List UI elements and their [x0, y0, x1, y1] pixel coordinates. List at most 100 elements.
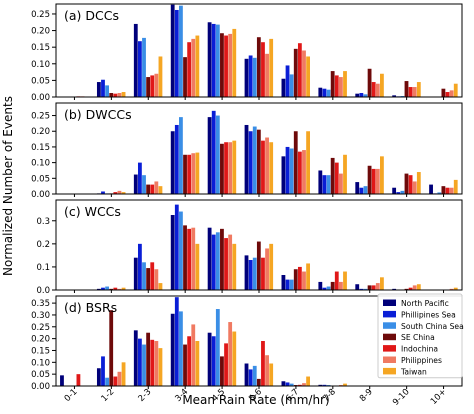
bar-5-6-north-pacific	[244, 124, 249, 194]
bar-8-9-philippines	[375, 83, 380, 97]
y-tick-label: 0.20	[31, 335, 50, 345]
bar-8-9-se-china	[367, 68, 372, 97]
bar-2-3-taiwan	[158, 348, 163, 386]
y-tick-label: 0.05	[31, 370, 50, 380]
y-tick-label: 0.20	[31, 27, 50, 37]
bar-1-2-north-pacific	[96, 368, 101, 386]
panel-title: (b) DWCCs	[64, 107, 132, 122]
bar-7-8-se-china	[330, 71, 335, 97]
bar-3-4-indochina	[187, 42, 192, 97]
bar-5-6-taiwan	[269, 142, 274, 194]
bar-2-3-taiwan	[158, 283, 163, 290]
bar-2-3-se-china	[146, 332, 151, 386]
bar-6-7-philippines	[302, 50, 306, 97]
bar-7-8-se-china	[330, 281, 335, 290]
bar-9-10-indochina	[408, 87, 413, 97]
x-tick-label: 2-3	[136, 387, 153, 404]
bar-5-6-philippines	[265, 137, 269, 194]
bar-4-5-south-china-sea	[215, 115, 220, 194]
bar-8-9-philippines	[375, 283, 380, 290]
bar-6-7-se-china	[293, 131, 298, 194]
bar-9-10-philippines	[412, 285, 417, 290]
y-tick-label: 0.20	[31, 127, 50, 137]
y-tick-label: 0.00	[31, 382, 50, 392]
bar-6-7-philippines	[302, 383, 306, 386]
legend-swatch	[383, 345, 396, 352]
bar-1-2-philippines	[117, 93, 122, 97]
bar-10+-north-pacific	[429, 184, 433, 194]
bar-4-5-phillipines-sea	[211, 336, 216, 386]
bar-2-3-south-china-sea	[142, 37, 146, 97]
panel-4: 0.00 0.05 0.10 0.150.20 0.25 0.30 0.35 (d) BSRs	[31, 295, 463, 392]
bar-2-3-philippines	[154, 341, 159, 386]
figure-xlabel: Mean Rain Rate (mm/hr)	[182, 393, 329, 407]
bar-4-5-se-china	[220, 228, 224, 290]
legend-swatch	[383, 356, 396, 363]
bar-2-3-north-pacific	[133, 257, 138, 290]
y-tick-label: 0.35	[31, 299, 50, 309]
bar-7-8-indochina	[334, 75, 339, 97]
bar-5-6-taiwan	[269, 243, 274, 290]
y-tick-label: 0.1	[36, 263, 50, 273]
bar-7-8-phillipines-sea	[322, 384, 327, 386]
y-tick-label: 0.00	[31, 190, 50, 200]
bar-9-10-taiwan	[416, 172, 421, 194]
bar-5-6-phillipines-sea	[248, 260, 253, 290]
bar-5-6-indochina	[261, 257, 265, 290]
y-tick-label: 0.3	[36, 217, 50, 227]
bar-9-10-north-pacific	[392, 187, 397, 194]
bar-5-6-south-china-sea	[252, 57, 257, 97]
bar-3-4-philippines	[191, 227, 196, 290]
bar-7-8-phillipines-sea	[322, 88, 327, 97]
bar-6-7-philippines	[302, 271, 306, 290]
bar-8-9-north-pacific	[355, 93, 360, 97]
bar-7-8-taiwan	[343, 383, 347, 386]
legend-label: SE China	[401, 333, 435, 342]
bar-4-5-phillipines-sea	[211, 110, 216, 194]
bar-1-2-taiwan	[121, 192, 126, 194]
bar-8-9-south-china-sea	[363, 94, 368, 97]
bar-3-4-taiwan	[195, 152, 200, 194]
bar-9-10-philippines	[412, 181, 417, 194]
bar-5-6-phillipines-sea	[248, 55, 253, 97]
y-tick-label: 0.05	[31, 76, 50, 86]
bar-7-8-south-china-sea	[326, 175, 331, 194]
bar-3-4-philippines	[191, 153, 196, 194]
bar-9-10-north-pacific	[392, 288, 397, 290]
bar-5-6-indochina	[261, 140, 265, 194]
bar-2-3-phillipines-sea	[137, 162, 142, 194]
bar-3-4-phillipines-sea	[174, 297, 179, 386]
legend-swatch	[383, 299, 396, 306]
bar-5-6-philippines	[265, 248, 269, 290]
y-tick-label: 0.25	[31, 112, 50, 122]
bar-6-7-se-china	[293, 269, 298, 290]
bar-3-4-phillipines-sea	[174, 204, 179, 290]
bar-2-3-philippines	[154, 269, 159, 290]
panel-title: (c) WCCs	[64, 204, 121, 219]
bar-6-7-phillipines-sea	[285, 279, 290, 290]
bar-8-9-phillipines-sea	[359, 187, 364, 194]
y-tick-label: 0.15	[31, 43, 50, 53]
bar-2-3-phillipines-sea	[137, 41, 142, 97]
bar-4-5-phillipines-sea	[211, 23, 216, 97]
bar-1-2-indochina	[113, 287, 118, 290]
bar-6-7-phillipines-sea	[285, 65, 290, 97]
bar-5-6-south-china-sea	[252, 126, 257, 194]
bar-3-4-indochina	[187, 154, 192, 194]
y-tick-label: 0.30	[31, 311, 50, 321]
bar-1-2-indochina	[113, 192, 118, 194]
bar-5-6-north-pacific	[244, 363, 249, 386]
bar-5-6-philippines	[265, 355, 269, 386]
bar-0-1-north-pacific	[60, 375, 64, 386]
bar-8-9-south-china-sea	[363, 288, 368, 290]
legend-swatch	[383, 310, 396, 318]
bar-7-8-north-pacific	[318, 170, 323, 194]
legend: North Pacific Phillipines Sea South China …	[377, 293, 464, 379]
bar-5-6-south-china-sea	[252, 257, 257, 290]
bar-8-9-phillipines-sea	[359, 288, 364, 290]
bar-4-5-philippines	[228, 33, 233, 97]
bar-5-6-north-pacific	[244, 255, 249, 290]
bar-1-2-phillipines-sea	[101, 356, 105, 386]
bar-2-3-indochina	[150, 339, 155, 386]
y-tick-label: 0.10	[31, 60, 50, 70]
